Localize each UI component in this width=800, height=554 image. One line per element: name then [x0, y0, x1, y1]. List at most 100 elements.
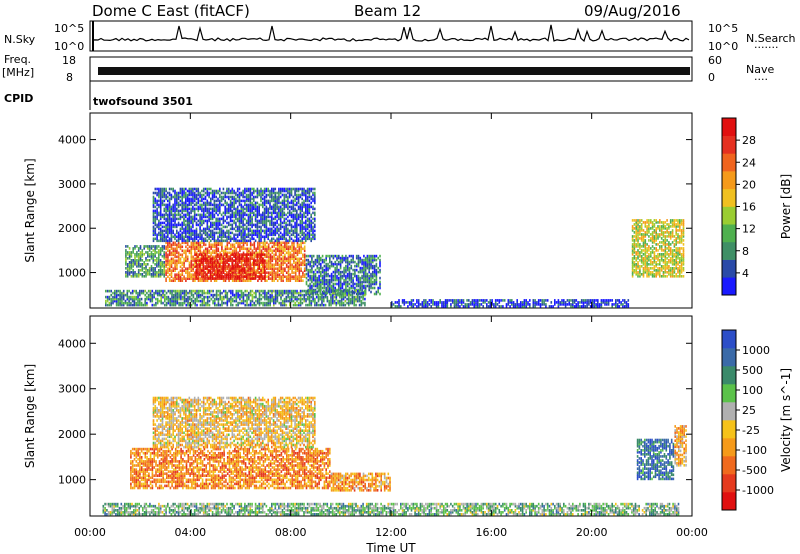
data-cell	[235, 225, 237, 229]
data-cell	[249, 201, 252, 205]
data-cell	[215, 203, 217, 207]
data-cell	[130, 297, 132, 301]
data-cell	[262, 263, 264, 266]
data-cell	[344, 299, 347, 303]
data-cell	[126, 253, 129, 256]
data-cell	[221, 261, 223, 265]
data-cell	[197, 271, 199, 274]
data-cell	[199, 245, 202, 249]
data-cell	[215, 205, 217, 209]
data-cell	[181, 221, 183, 225]
data-cell	[677, 263, 679, 266]
data-cell	[221, 301, 223, 305]
data-cell	[176, 273, 178, 276]
data-cell	[266, 249, 268, 253]
data-cell	[648, 269, 650, 272]
data-cell	[320, 274, 322, 278]
data-cell	[352, 284, 354, 288]
data-cell	[172, 253, 175, 257]
data-cell	[651, 239, 654, 242]
data-cell	[260, 267, 263, 270]
data-cell	[126, 273, 129, 276]
data-cell	[117, 303, 120, 307]
data-cell	[228, 215, 230, 219]
data-cell	[334, 272, 336, 276]
data-cell	[130, 263, 133, 266]
data-cell	[213, 243, 216, 247]
data-cell	[141, 267, 144, 270]
data-cell	[281, 299, 284, 303]
data-cell	[212, 295, 214, 299]
data-cell	[682, 229, 685, 232]
data-cell	[659, 219, 661, 222]
data-cell	[192, 293, 195, 297]
data-cell	[251, 193, 253, 197]
data-cell	[202, 215, 205, 219]
data-cell	[202, 193, 205, 197]
data-cell	[249, 279, 252, 282]
data-cell	[290, 299, 293, 303]
data-cell	[168, 199, 171, 203]
data-cell	[294, 301, 296, 305]
data-cell	[307, 278, 310, 282]
data-cell	[305, 268, 308, 272]
data-cell	[363, 278, 365, 282]
data-cell	[195, 271, 197, 274]
data-cell	[156, 259, 158, 262]
data-cell	[275, 249, 277, 253]
data-cell	[346, 284, 349, 288]
data-cell	[659, 241, 661, 244]
data-cell	[130, 303, 132, 307]
data-cell	[262, 251, 265, 255]
data-cell	[240, 191, 243, 195]
data-cell	[669, 247, 672, 250]
data-cell	[330, 286, 333, 290]
data-cell	[346, 276, 349, 280]
data-cell	[215, 221, 217, 225]
data-cell	[637, 249, 639, 252]
data-cell	[284, 255, 286, 259]
data-cell	[190, 233, 192, 237]
data-cell	[311, 276, 313, 280]
data-cell	[340, 303, 343, 307]
data-cell	[360, 301, 363, 305]
data-cell	[273, 249, 275, 253]
data-cell	[183, 263, 185, 267]
data-cell	[361, 266, 363, 270]
data-cell	[168, 237, 171, 241]
data-cell	[105, 289, 107, 293]
data-cell	[233, 197, 235, 201]
data-cell	[346, 268, 349, 272]
data-cell	[235, 229, 237, 233]
data-cell	[154, 219, 157, 223]
data-cell	[219, 195, 221, 199]
data-cell	[228, 205, 230, 209]
data-cell	[637, 263, 639, 266]
data-cell	[375, 264, 378, 268]
data-cell	[326, 295, 329, 299]
data-cell	[233, 195, 235, 199]
data-cell	[639, 265, 641, 268]
data-cell	[168, 265, 171, 269]
data-cell	[291, 255, 293, 259]
data-cell	[346, 291, 348, 295]
data-cell	[121, 291, 123, 295]
data-cell	[280, 277, 283, 280]
data-cell	[254, 275, 257, 278]
data-cell	[330, 272, 333, 276]
data-cell	[199, 253, 201, 256]
data-cell	[151, 295, 154, 299]
data-cell	[204, 257, 206, 260]
data-cell	[264, 255, 266, 259]
data-cell	[199, 193, 201, 197]
data-cell	[364, 301, 366, 305]
data-cell	[134, 253, 136, 256]
data-cell	[253, 259, 255, 262]
data-cell	[235, 233, 237, 237]
data-cell	[309, 268, 311, 272]
data-cell	[302, 261, 304, 265]
data-cell	[183, 209, 185, 213]
data-cell	[642, 237, 645, 240]
data-cell	[266, 251, 268, 255]
data-cell	[633, 227, 636, 230]
